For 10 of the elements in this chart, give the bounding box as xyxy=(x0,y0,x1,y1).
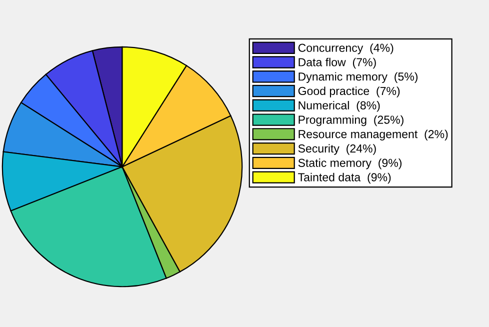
legend-label: Concurrency (4%) xyxy=(298,43,394,54)
legend-label: Static memory (9%) xyxy=(298,158,402,170)
legend-label: Security (24%) xyxy=(298,144,376,155)
legend-label: Programming (25%) xyxy=(298,115,404,126)
legend-label: Resource management (2%) xyxy=(298,130,448,140)
legend-label: Dynamic memory (5%) xyxy=(298,72,418,83)
legend-label: Numerical (8%) xyxy=(298,100,380,112)
legend-label: Data flow (7%) xyxy=(298,58,376,69)
legend-label: Tainted data (9%) xyxy=(298,172,391,184)
legend-label: Good practice (7%) xyxy=(298,86,400,98)
